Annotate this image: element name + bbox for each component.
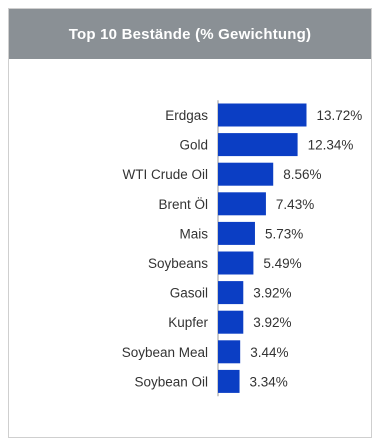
value-label: 7.43% bbox=[276, 197, 314, 212]
bar bbox=[218, 103, 307, 127]
bar bbox=[218, 162, 274, 186]
value-label: 3.44% bbox=[250, 345, 288, 360]
value-label: 3.34% bbox=[250, 374, 288, 389]
category-label: Soybean Meal bbox=[122, 345, 208, 360]
card-header: Top 10 Bestände (% Gewichtung) bbox=[9, 9, 371, 59]
bar bbox=[218, 192, 266, 216]
category-label: Soybean Oil bbox=[134, 374, 208, 389]
category-label: Soybeans bbox=[148, 256, 208, 271]
card-title: Top 10 Bestände (% Gewichtung) bbox=[68, 25, 312, 43]
category-label: Gold bbox=[179, 138, 208, 153]
category-label: Kupfer bbox=[168, 315, 208, 330]
bar bbox=[218, 251, 254, 275]
value-label: 5.49% bbox=[263, 256, 301, 271]
bar bbox=[218, 281, 244, 305]
category-label: WTI Crude Oil bbox=[122, 167, 208, 182]
bar bbox=[218, 310, 244, 334]
value-label: 3.92% bbox=[253, 286, 291, 301]
bar bbox=[218, 133, 298, 157]
value-label: 12.34% bbox=[308, 138, 354, 153]
value-label: 13.72% bbox=[316, 108, 362, 123]
value-label: 8.56% bbox=[283, 167, 321, 182]
holdings-card: Top 10 Bestände (% Gewichtung) bbox=[8, 8, 372, 438]
value-label: 3.92% bbox=[253, 315, 291, 330]
bar bbox=[218, 340, 241, 364]
category-label: Gasoil bbox=[170, 286, 208, 301]
category-label: Mais bbox=[179, 226, 208, 241]
category-label: Brent Öl bbox=[158, 197, 208, 212]
category-label: Erdgas bbox=[165, 108, 208, 123]
bar bbox=[218, 369, 240, 393]
value-label: 5.73% bbox=[265, 226, 303, 241]
bar bbox=[218, 221, 255, 245]
bars-group: Erdgas 13.72% Gold 12.34% WTI Crude Oil 8.56%… bbox=[122, 103, 362, 393]
